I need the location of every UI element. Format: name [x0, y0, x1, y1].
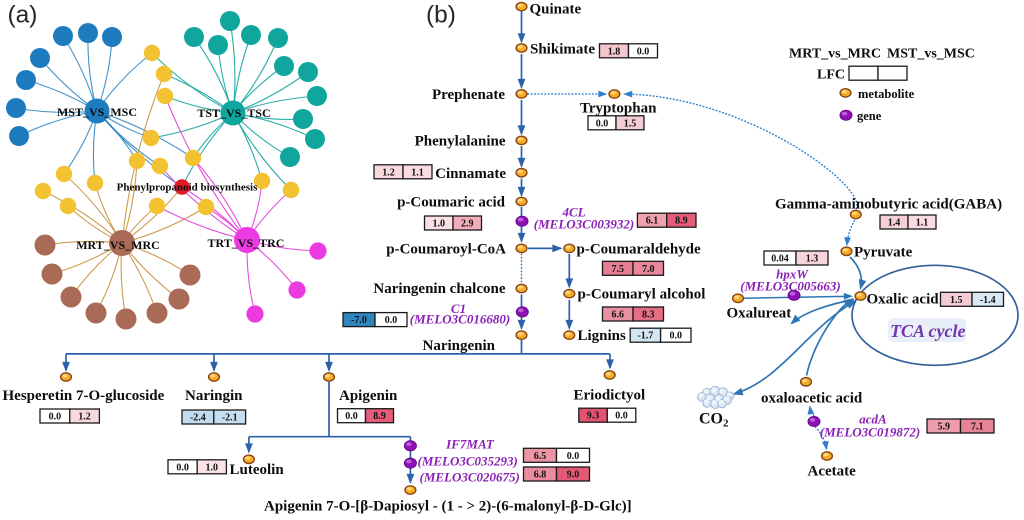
svg-text:1.5: 1.5	[624, 118, 637, 129]
svg-text:Oxalic acid: Oxalic acid	[867, 291, 940, 307]
svg-text:acdA: acdA	[859, 411, 887, 426]
svg-text:7.5: 7.5	[612, 264, 625, 275]
svg-text:9.0: 9.0	[567, 470, 580, 481]
svg-text:LFC: LFC	[817, 67, 845, 82]
svg-text:Phenylpropanoid biosynthesis: Phenylpropanoid biosynthesis	[117, 182, 258, 194]
svg-text:IF7MAT: IF7MAT	[445, 437, 495, 452]
svg-text:4CL: 4CL	[561, 205, 585, 220]
svg-text:1.5: 1.5	[950, 295, 963, 306]
svg-text:(MELO3C035293): (MELO3C035293)	[418, 454, 518, 469]
svg-text:Cinnamate: Cinnamate	[435, 166, 506, 182]
svg-text:Acetate: Acetate	[808, 463, 857, 479]
svg-text:(MELO3C020675): (MELO3C020675)	[420, 470, 520, 485]
svg-text:(a): (a)	[8, 2, 38, 29]
svg-text:6.5: 6.5	[534, 451, 547, 462]
svg-text:Naringenin: Naringenin	[422, 338, 495, 354]
svg-text:metabolite: metabolite	[858, 87, 915, 101]
svg-text:9.3: 9.3	[587, 411, 600, 422]
svg-text:Gamma-aminobutyric acid(GABA): Gamma-aminobutyric acid(GABA)	[775, 196, 1002, 212]
svg-text:TST_VS_TSC: TST_VS_TSC	[197, 106, 270, 120]
svg-text:1.2: 1.2	[382, 167, 395, 178]
svg-text:1.3: 1.3	[806, 254, 819, 265]
svg-text:Eriodictyol: Eriodictyol	[574, 387, 646, 403]
svg-text:7.1: 7.1	[971, 422, 984, 433]
svg-text:Lignins: Lignins	[578, 328, 627, 344]
svg-text:Phenylalanine: Phenylalanine	[415, 134, 506, 150]
svg-text:Luteolin: Luteolin	[230, 462, 285, 478]
svg-text:0.0: 0.0	[615, 411, 628, 422]
svg-text:Hesperetin 7-O-glucoside: Hesperetin 7-O-glucoside	[3, 388, 165, 404]
svg-text:MRT_vs_MRC: MRT_vs_MRC	[789, 47, 881, 62]
svg-text:0.0: 0.0	[176, 462, 189, 473]
svg-text:MRT_VS_MRC: MRT_VS_MRC	[76, 238, 160, 252]
svg-text:p-Coumaryl alcohol: p-Coumaryl alcohol	[578, 287, 706, 303]
svg-text:0.0: 0.0	[567, 451, 580, 462]
svg-text:oxaloacetic acid: oxaloacetic acid	[761, 390, 863, 406]
svg-text:6.1: 6.1	[646, 216, 659, 227]
svg-text:0.0: 0.0	[596, 118, 609, 129]
svg-text:Tryptophan: Tryptophan	[580, 101, 657, 117]
svg-text:8.3: 8.3	[642, 310, 655, 321]
svg-text:5.9: 5.9	[938, 422, 951, 433]
svg-text:Shikimate: Shikimate	[530, 42, 595, 58]
svg-text:Naringin: Naringin	[185, 388, 243, 404]
svg-text:hpxW: hpxW	[776, 267, 809, 282]
svg-text:-1.7: -1.7	[637, 331, 653, 342]
svg-text:(MELO3C003932): (MELO3C003932)	[534, 217, 634, 232]
svg-text:Prephenate: Prephenate	[432, 87, 505, 103]
svg-text:p-Coumaraldehyde: p-Coumaraldehyde	[577, 241, 702, 257]
svg-text:-2.1: -2.1	[222, 413, 238, 424]
svg-text:TCA cycle: TCA cycle	[890, 321, 965, 341]
svg-text:8.9: 8.9	[373, 411, 386, 422]
svg-text:0.04: 0.04	[771, 254, 789, 265]
svg-text:-1.4: -1.4	[980, 295, 996, 306]
svg-text:Pyruvate: Pyruvate	[854, 244, 913, 260]
svg-text:-2.4: -2.4	[190, 413, 206, 424]
svg-text:1.2: 1.2	[78, 412, 91, 423]
svg-text:MST_VS_MSC: MST_VS_MSC	[57, 105, 137, 119]
svg-text:1.0: 1.0	[433, 219, 446, 230]
svg-text:TRT_VS_TRC: TRT_VS_TRC	[208, 236, 285, 250]
svg-text:Apigenin 7-O-[β-Dapiosyl - (1: Apigenin 7-O-[β-Dapiosyl - (1 - > 2)-(6-…	[264, 498, 632, 514]
svg-text:CO2: CO2	[699, 411, 729, 430]
svg-text:gene: gene	[857, 109, 882, 123]
svg-text:-7.0: -7.0	[351, 315, 367, 326]
svg-text:(MELO3C016680): (MELO3C016680)	[410, 312, 510, 327]
svg-text:2.9: 2.9	[461, 219, 474, 230]
svg-text:Apigenin: Apigenin	[339, 388, 398, 404]
svg-text:Quinate: Quinate	[530, 2, 582, 18]
svg-text:1.1: 1.1	[916, 218, 929, 229]
svg-text:C1: C1	[451, 301, 466, 316]
svg-text:(MELO3C005663): (MELO3C005663)	[740, 279, 840, 294]
svg-text:0.0: 0.0	[385, 315, 398, 326]
svg-text:p-Coumaroyl-CoA: p-Coumaroyl-CoA	[386, 241, 506, 257]
svg-text:MST_vs_MSC: MST_vs_MSC	[887, 47, 975, 62]
svg-text:1.4: 1.4	[888, 218, 901, 229]
svg-text:(b): (b)	[426, 1, 456, 28]
svg-text:1.1: 1.1	[411, 167, 424, 178]
svg-text:p-Coumaric acid: p-Coumaric acid	[397, 195, 506, 211]
svg-text:6.8: 6.8	[534, 470, 547, 481]
svg-text:1.8: 1.8	[608, 46, 621, 57]
svg-text:0.0: 0.0	[49, 412, 62, 423]
svg-text:6.6: 6.6	[612, 310, 625, 321]
svg-text:0.0: 0.0	[345, 411, 358, 422]
svg-text:Oxalureat: Oxalureat	[727, 306, 792, 322]
svg-text:0.0: 0.0	[637, 46, 650, 57]
svg-text:Naringenin chalcone: Naringenin chalcone	[373, 281, 505, 297]
svg-text:0.0: 0.0	[670, 331, 683, 342]
svg-text:7.0: 7.0	[642, 264, 655, 275]
svg-text:8.9: 8.9	[675, 216, 688, 227]
svg-text:(MELO3C019872): (MELO3C019872)	[820, 425, 920, 440]
svg-text:1.0: 1.0	[206, 462, 219, 473]
